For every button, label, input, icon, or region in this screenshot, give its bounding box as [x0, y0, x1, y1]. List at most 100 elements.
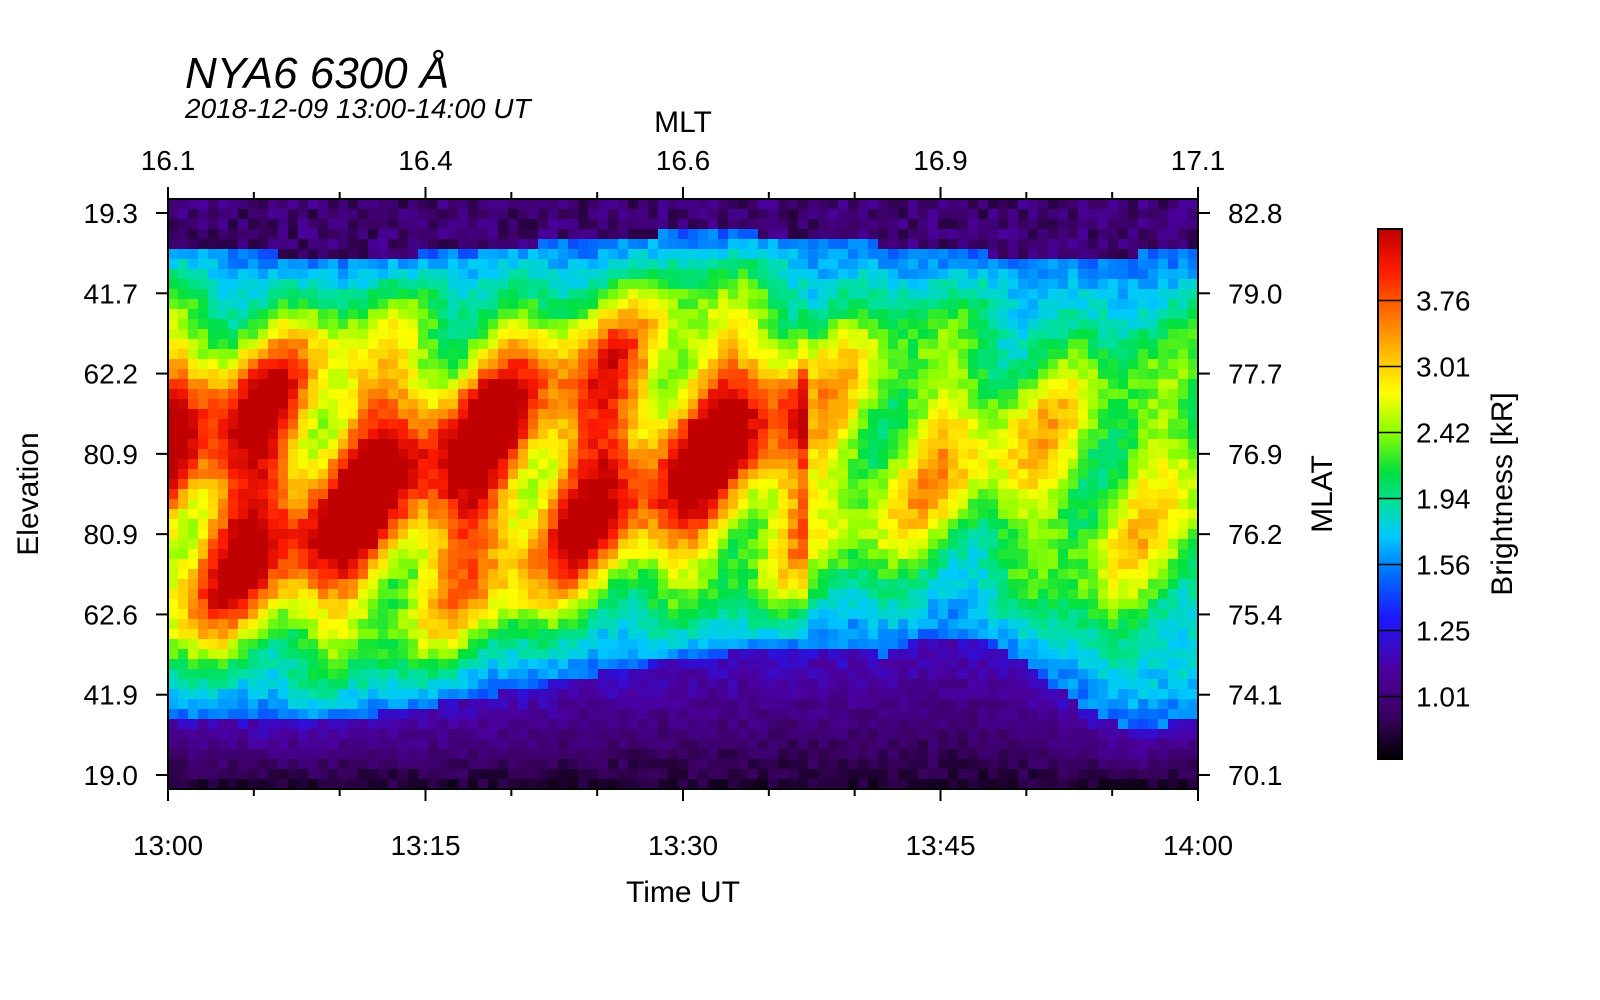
heatmap-cell — [578, 379, 589, 390]
heatmap-cell — [538, 619, 549, 630]
heatmap-cell — [218, 549, 229, 560]
heatmap-cell — [978, 569, 989, 580]
heatmap-cell — [508, 439, 519, 450]
heatmap-cell — [738, 669, 749, 680]
heatmap-cell — [838, 619, 849, 630]
heatmap-cell — [338, 229, 349, 240]
heatmap-cell — [968, 609, 979, 620]
heatmap-cell — [628, 499, 639, 510]
heatmap-cell — [998, 649, 1009, 660]
heatmap-cell — [848, 779, 859, 790]
heatmap-cell — [268, 429, 279, 440]
heatmap-cell — [618, 329, 629, 340]
heatmap-cell — [548, 639, 559, 650]
heatmap-cell — [638, 719, 649, 730]
heatmap-cell — [808, 729, 819, 740]
heatmap-cell — [598, 459, 609, 470]
heatmap-cell — [198, 489, 209, 500]
heatmap-cell — [808, 679, 819, 690]
heatmap-cell — [888, 649, 899, 660]
heatmap-cell — [928, 209, 939, 220]
heatmap-cell — [718, 439, 729, 450]
heatmap-cell — [468, 719, 479, 730]
heatmap-cell — [818, 569, 829, 580]
heatmap-cell — [398, 229, 409, 240]
heatmap-cell — [348, 559, 359, 570]
heatmap-cell — [508, 729, 519, 740]
heatmap-cell — [638, 739, 649, 750]
heatmap-cell — [838, 359, 849, 370]
heatmap-cell — [1008, 409, 1019, 420]
heatmap-cell — [678, 339, 689, 350]
heatmap-cell — [788, 719, 799, 730]
heatmap-cell — [548, 209, 559, 220]
heatmap-cell — [248, 739, 259, 750]
heatmap-cell — [658, 769, 669, 780]
heatmap-cell — [168, 369, 179, 380]
heatmap-cell — [658, 419, 669, 430]
heatmap-cell — [388, 249, 399, 260]
heatmap-cell — [498, 439, 509, 450]
heatmap-cell — [418, 489, 429, 500]
heatmap-cell — [998, 369, 1009, 380]
heatmap-cell — [358, 679, 369, 690]
heatmap-cell — [598, 509, 609, 520]
heatmap-cell — [758, 569, 769, 580]
heatmap-cell — [288, 639, 299, 650]
heatmap-cell — [608, 599, 619, 610]
heatmap-cell — [968, 409, 979, 420]
heatmap-cell — [508, 209, 519, 220]
heatmap-cell — [348, 729, 359, 740]
heatmap-cell — [358, 659, 369, 670]
heatmap-cell — [218, 439, 229, 450]
heatmap-cell — [868, 779, 879, 790]
heatmap-cell — [878, 509, 889, 520]
heatmap-cell — [928, 489, 939, 500]
heatmap-cell — [358, 549, 369, 560]
heatmap-cell — [698, 379, 709, 390]
heatmap-cell — [868, 509, 879, 520]
heatmap-cell — [448, 529, 459, 540]
heatmap-cell — [478, 629, 489, 640]
heatmap-cell — [898, 649, 909, 660]
heatmap-cell — [988, 399, 999, 410]
heatmap-cell — [508, 399, 519, 410]
heatmap-cell — [918, 479, 929, 490]
heatmap-cell — [768, 199, 779, 210]
heatmap-cell — [758, 779, 769, 790]
heatmap-cell — [868, 199, 879, 210]
heatmap-cell — [328, 249, 339, 260]
heatmap-cell — [798, 719, 809, 730]
heatmap-cell — [388, 339, 399, 350]
heatmap-cell — [318, 329, 329, 340]
heatmap-cell — [448, 489, 459, 500]
heatmap-cell — [818, 529, 829, 540]
heatmap-cell — [188, 569, 199, 580]
heatmap-cell — [248, 249, 259, 260]
heatmap-cell — [438, 689, 449, 700]
heatmap-cell — [218, 299, 229, 310]
heatmap-cell — [938, 669, 949, 680]
heatmap-cell — [378, 619, 389, 630]
heatmap-cell — [1008, 349, 1019, 360]
heatmap-cell — [708, 529, 719, 540]
heatmap-cell — [898, 529, 909, 540]
heatmap-cell — [968, 419, 979, 430]
heatmap-cell — [648, 419, 659, 430]
heatmap-cell — [478, 699, 489, 710]
heatmap-cell — [628, 569, 639, 580]
heatmap-cell — [208, 479, 219, 490]
heatmap-cell — [828, 329, 839, 340]
heatmap-cell — [998, 259, 1009, 270]
heatmap-cell — [398, 569, 409, 580]
heatmap-cell — [818, 269, 829, 280]
heatmap-cell — [238, 739, 249, 750]
heatmap-cell — [218, 249, 229, 260]
heatmap-cell — [558, 719, 569, 730]
heatmap-cell — [388, 529, 399, 540]
heatmap-cell — [428, 679, 439, 690]
heatmap-cell — [938, 719, 949, 730]
heatmap-cell — [308, 599, 319, 610]
heatmap-cell — [228, 219, 239, 230]
heatmap-cell — [948, 649, 959, 660]
